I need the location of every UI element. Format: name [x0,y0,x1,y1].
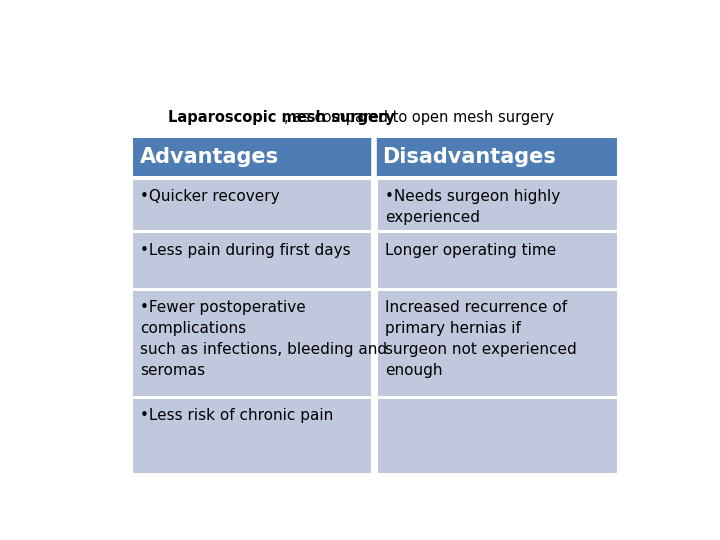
Text: •Less risk of chronic pain: •Less risk of chronic pain [140,408,333,423]
Text: Advantages: Advantages [140,147,279,167]
Bar [377,399,617,473]
Text: •Less pain during first days: •Less pain during first days [140,242,351,258]
Bar [132,179,372,231]
Text: Increased recurrence of
primary hernias if
surgeon not experienced
enough: Increased recurrence of primary hernias … [385,300,577,379]
Text: •Needs surgeon highly
experienced: •Needs surgeon highly experienced [385,189,561,225]
Bar [132,138,617,177]
Bar [132,399,372,473]
Text: , as compared to open mesh surgery: , as compared to open mesh surgery [284,110,554,125]
Text: •Quicker recovery: •Quicker recovery [140,189,280,204]
Bar [132,291,372,396]
Text: Disadvantages: Disadvantages [382,147,556,167]
Bar [377,179,617,231]
Bar [132,233,372,288]
Text: Laparoscopic mesh surgery: Laparoscopic mesh surgery [168,110,395,125]
Bar [377,291,617,396]
Text: Longer operating time: Longer operating time [385,242,557,258]
Text: •Fewer postoperative
complications
such as infections, bleeding and
seromas: •Fewer postoperative complications such … [140,300,387,379]
Bar [377,233,617,288]
